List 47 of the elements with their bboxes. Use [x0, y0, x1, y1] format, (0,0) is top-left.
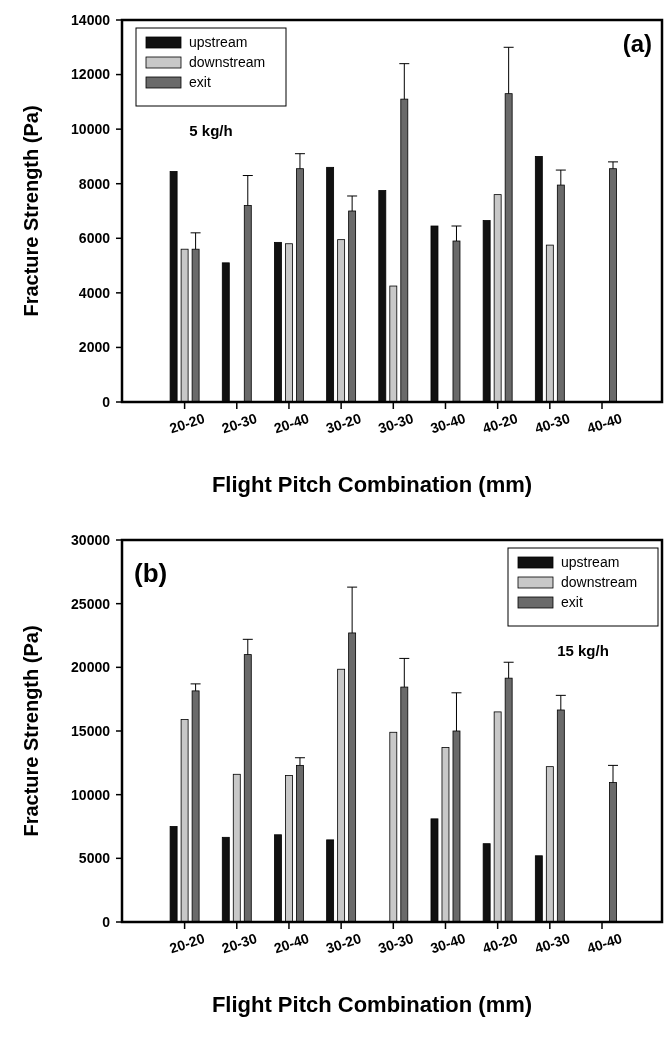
- y-tick-label: 10000: [71, 786, 111, 803]
- y-tick-label: 15000: [71, 722, 111, 739]
- x-tick-label: 30-40: [428, 930, 468, 957]
- x-tick-label: 30-20: [324, 930, 364, 957]
- legend-label: upstream: [561, 553, 620, 570]
- x-tick-label: 30-30: [376, 410, 416, 437]
- y-tick-label: 20000: [71, 659, 111, 676]
- x-tick-label: 40-40: [584, 410, 625, 437]
- annotation: 15 kg/h: [557, 642, 609, 659]
- x-tick-label: 20-40: [271, 410, 312, 437]
- legend-label: downstream: [561, 573, 638, 590]
- y-tick-label: 4000: [78, 284, 111, 301]
- y-tick-label: 6000: [78, 230, 111, 247]
- x-tick-label: 20-30: [219, 930, 259, 957]
- y-tick-label: 10000: [71, 121, 111, 138]
- legend-label: downstream: [189, 53, 266, 70]
- x-tick-label: 20-20: [167, 410, 207, 437]
- y-tick-label: 5000: [78, 850, 111, 867]
- x-tick-label: 20-40: [271, 930, 312, 957]
- x-tick-label: 30-40: [428, 410, 468, 437]
- x-tick-label: 40-20: [480, 410, 520, 437]
- annotation: (a): [622, 30, 652, 57]
- x-tick-label: 30-20: [324, 410, 364, 437]
- x-tick-label: 30-30: [376, 930, 416, 957]
- y-tick-label: 25000: [71, 595, 111, 612]
- y-tick-label: 30000: [71, 531, 111, 548]
- y-tick-label: 0: [102, 393, 111, 410]
- y-tick-label: 14000: [71, 11, 111, 28]
- x-tick-label: 40-30: [532, 930, 572, 957]
- x-axis-title: Flight Pitch Combination (mm): [211, 992, 533, 1017]
- y-axis-title: Fracture Strength (Pa): [20, 625, 42, 837]
- x-tick-label: 20-20: [167, 930, 207, 957]
- y-tick-label: 0: [102, 913, 111, 930]
- y-axis-title: Fracture Strength (Pa): [20, 105, 42, 317]
- y-tick-label: 2000: [78, 339, 111, 356]
- x-axis-title: Flight Pitch Combination (mm): [211, 472, 533, 497]
- x-tick-label: 40-40: [584, 930, 625, 957]
- x-tick-label: 40-30: [532, 410, 572, 437]
- annotation: 5 kg/h: [189, 122, 233, 139]
- legend-label: exit: [561, 593, 583, 610]
- y-tick-label: 8000: [78, 175, 111, 192]
- legend-label: exit: [189, 73, 211, 90]
- annotation: (b): [134, 558, 168, 588]
- y-tick-label: 12000: [71, 66, 111, 83]
- x-tick-label: 40-20: [480, 930, 520, 957]
- x-tick-label: 20-30: [219, 410, 259, 437]
- legend-label: upstream: [189, 33, 248, 50]
